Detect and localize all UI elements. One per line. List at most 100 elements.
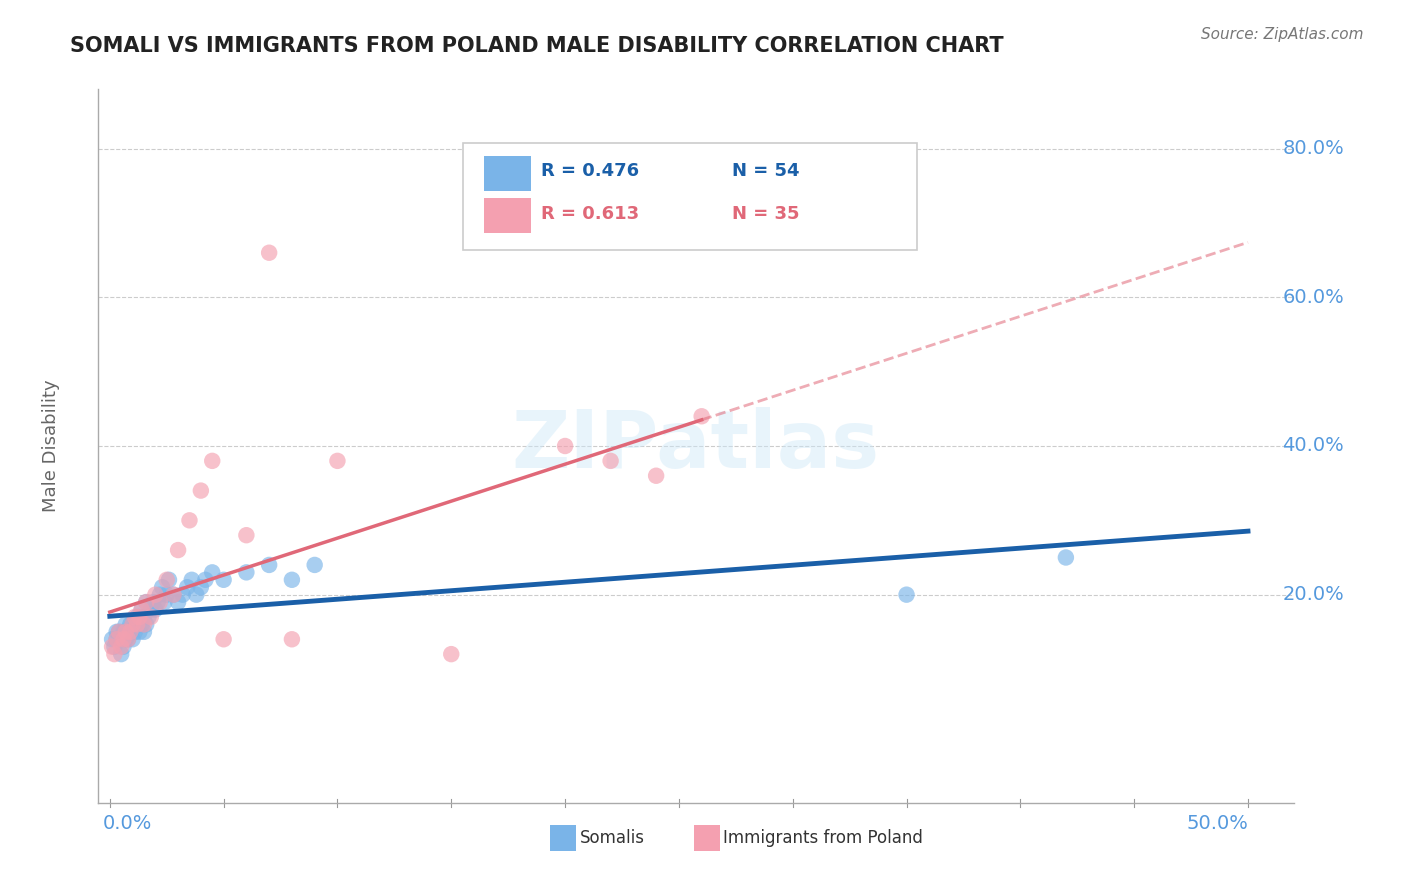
- Point: [153, 595, 176, 609]
- Point: [257, 558, 280, 572]
- Point: [121, 617, 143, 632]
- Point: [281, 632, 304, 647]
- Point: [131, 617, 153, 632]
- Point: [110, 632, 132, 647]
- Point: [112, 640, 135, 654]
- Point: [201, 454, 224, 468]
- Text: 40.0%: 40.0%: [1282, 436, 1344, 456]
- Point: [135, 617, 157, 632]
- Point: [157, 573, 180, 587]
- Point: [143, 602, 166, 616]
- Point: [112, 624, 135, 639]
- Point: [127, 617, 149, 632]
- Point: [149, 588, 172, 602]
- Point: [1054, 550, 1077, 565]
- Text: SOMALI VS IMMIGRANTS FROM POLAND MALE DISABILITY CORRELATION CHART: SOMALI VS IMMIGRANTS FROM POLAND MALE DI…: [70, 36, 1004, 55]
- Point: [201, 566, 224, 580]
- Point: [124, 624, 146, 639]
- Point: [690, 409, 713, 424]
- Point: [114, 617, 136, 632]
- Point: [172, 588, 194, 602]
- Point: [112, 632, 135, 647]
- Point: [103, 647, 125, 661]
- Point: [128, 624, 150, 639]
- Point: [190, 483, 212, 498]
- Point: [146, 595, 169, 609]
- FancyBboxPatch shape: [463, 143, 917, 250]
- Point: [132, 610, 155, 624]
- Point: [326, 454, 349, 468]
- Point: [645, 468, 668, 483]
- Point: [108, 624, 131, 639]
- Point: [103, 640, 125, 654]
- Point: [117, 632, 139, 647]
- Text: N = 54: N = 54: [733, 162, 800, 180]
- Point: [212, 632, 235, 647]
- Point: [121, 617, 143, 632]
- Point: [117, 632, 139, 647]
- Point: [440, 647, 463, 661]
- Point: [110, 640, 132, 654]
- FancyBboxPatch shape: [693, 825, 720, 851]
- Point: [162, 588, 184, 602]
- Point: [108, 624, 131, 639]
- Point: [132, 624, 155, 639]
- Point: [896, 588, 918, 602]
- Text: 0.0%: 0.0%: [103, 814, 152, 833]
- Point: [304, 558, 326, 572]
- Point: [101, 640, 124, 654]
- Point: [131, 602, 153, 616]
- Point: [190, 580, 212, 594]
- Text: N = 35: N = 35: [733, 205, 800, 223]
- Point: [156, 573, 179, 587]
- Point: [124, 610, 146, 624]
- Point: [156, 588, 179, 602]
- Text: ZIPatlas: ZIPatlas: [512, 407, 880, 485]
- Point: [128, 610, 150, 624]
- Point: [235, 528, 257, 542]
- Text: R = 0.476: R = 0.476: [541, 162, 638, 180]
- Point: [135, 595, 157, 609]
- Point: [167, 595, 190, 609]
- Text: 80.0%: 80.0%: [1282, 139, 1344, 158]
- Point: [117, 624, 139, 639]
- Point: [121, 632, 143, 647]
- Point: [139, 602, 162, 616]
- Point: [176, 580, 198, 594]
- Text: 20.0%: 20.0%: [1282, 585, 1344, 604]
- Point: [132, 617, 155, 632]
- Point: [212, 573, 235, 587]
- Point: [194, 573, 217, 587]
- Point: [179, 513, 201, 527]
- Point: [105, 632, 128, 647]
- Point: [127, 610, 149, 624]
- Point: [120, 617, 142, 632]
- Point: [114, 624, 136, 639]
- Text: R = 0.613: R = 0.613: [541, 205, 638, 223]
- Point: [180, 573, 202, 587]
- Point: [110, 647, 132, 661]
- Text: 50.0%: 50.0%: [1187, 814, 1249, 833]
- Point: [186, 588, 208, 602]
- Point: [135, 595, 157, 609]
- Text: Immigrants from Poland: Immigrants from Poland: [724, 829, 924, 847]
- Point: [127, 617, 149, 632]
- Point: [131, 602, 153, 616]
- Point: [167, 543, 190, 558]
- Point: [120, 624, 142, 639]
- Point: [105, 632, 128, 647]
- Point: [138, 610, 160, 624]
- Point: [149, 595, 172, 609]
- FancyBboxPatch shape: [485, 198, 531, 234]
- Point: [281, 573, 304, 587]
- Point: [114, 632, 136, 647]
- Point: [139, 610, 162, 624]
- Text: Male Disability: Male Disability: [42, 380, 59, 512]
- FancyBboxPatch shape: [550, 825, 576, 851]
- Point: [101, 632, 124, 647]
- Point: [105, 624, 128, 639]
- Point: [120, 624, 142, 639]
- Point: [599, 454, 621, 468]
- Point: [162, 588, 184, 602]
- Point: [128, 610, 150, 624]
